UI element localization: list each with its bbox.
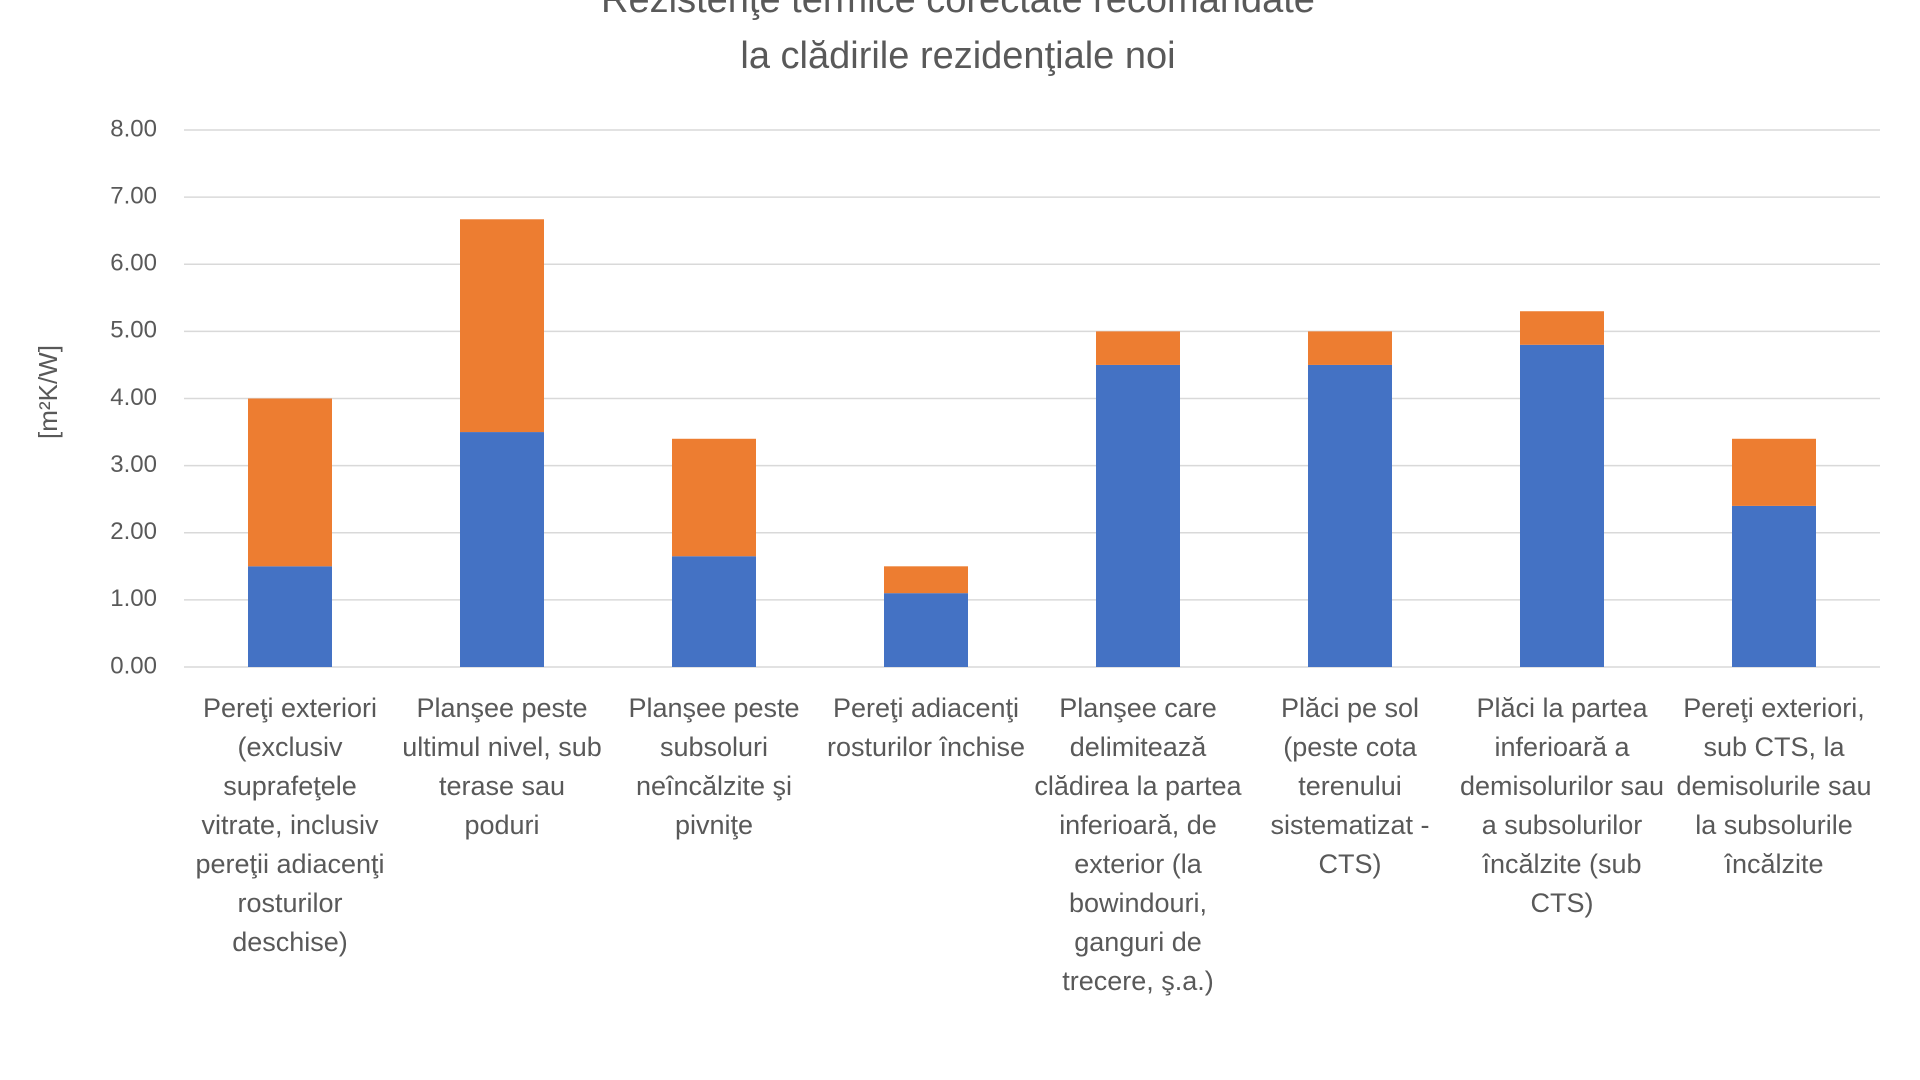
bar-segment [1520, 344, 1604, 667]
bar-segment [1096, 331, 1180, 365]
y-tick-label: 8.00 [110, 115, 157, 142]
bar-segment [1732, 505, 1816, 667]
x-tick-label: Planşee peste subsoluri neîncălzite şi p… [628, 693, 800, 840]
x-tick-label: Pereţi exteriori, sub CTS, la demisoluri… [1676, 693, 1872, 879]
bar-segment [672, 556, 756, 667]
bar-segment [884, 593, 968, 667]
bar-segment [460, 432, 544, 667]
y-tick-label: 2.00 [110, 518, 157, 545]
bar-segment [460, 219, 544, 433]
bar-segment [1308, 364, 1392, 667]
x-tick-label: Planşee care delimitează clădirea la par… [1034, 693, 1242, 996]
bar-segment [1096, 364, 1180, 667]
y-tick-label: 7.00 [110, 182, 157, 209]
x-tick-label: Plăci pe sol (peste cota terenului siste… [1270, 693, 1430, 879]
x-tick-label: Pereţi exteriori (exclusiv suprafeţele v… [195, 693, 385, 957]
bar-segment [884, 566, 968, 594]
y-tick-label: 3.00 [110, 451, 157, 478]
chart-title: la clădirile rezidenţiale noi [740, 35, 1175, 77]
bar-segment [1520, 311, 1604, 345]
chart-title: Rezistenţe termice corectate recomandate [601, 0, 1315, 21]
bar-segment [248, 566, 332, 667]
y-tick-label: 1.00 [110, 585, 157, 612]
y-tick-label: 6.00 [110, 250, 157, 277]
bar-segment [672, 438, 756, 557]
x-tick-label: Plăci la partea inferioară a demisoluril… [1459, 693, 1665, 918]
bar-segment [1308, 331, 1392, 365]
y-tick-label: 0.00 [110, 652, 157, 679]
y-tick-label: 4.00 [110, 384, 157, 411]
bar-segment [248, 398, 332, 567]
bar-segment [1732, 438, 1816, 506]
x-tick-label: Planşee peste ultimul nivel, sub terase … [402, 693, 602, 840]
y-axis-label: [m²K/W] [33, 345, 63, 439]
y-tick-label: 5.00 [110, 317, 157, 344]
x-tick-label: Pereţi adiacenţi rosturilor închise [826, 693, 1026, 762]
